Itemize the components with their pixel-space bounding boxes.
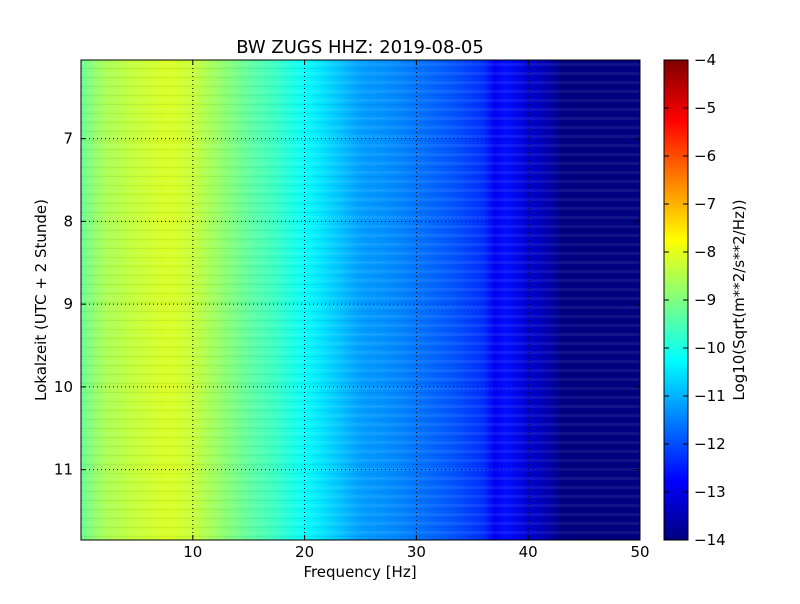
colorbar-tick-label: −14 bbox=[694, 531, 726, 549]
x-tick-label: 30 bbox=[407, 543, 426, 561]
colorbar-tick-label: −13 bbox=[694, 483, 726, 501]
colorbar-tick-label: −5 bbox=[694, 99, 716, 117]
x-tick-label: 40 bbox=[519, 543, 538, 561]
x-axis-ticks: 10 20 30 40 50 bbox=[183, 60, 650, 561]
y-axis-label: Lokalzeit (UTC + 2 Stunde) bbox=[32, 199, 50, 401]
colorbar-tick-label: −8 bbox=[694, 243, 716, 261]
chart-title: BW ZUGS HHZ: 2019-08-05 bbox=[236, 37, 484, 58]
colorbar-tick-label: −9 bbox=[694, 291, 716, 309]
colorbar-tick-label: −6 bbox=[694, 147, 716, 165]
colorbar: −4 −5 −6 −7 −8 −9 −10 −11 −12 −13 −14 Log10(Sqrt(m… bbox=[663, 51, 748, 549]
colorbar-tick-label: −12 bbox=[694, 435, 726, 453]
x-axis-label: Frequency [Hz] bbox=[303, 563, 416, 581]
x-tick-label: 10 bbox=[183, 543, 202, 561]
colorbar-ticks: −4 −5 −6 −7 −8 −9 −10 −11 −12 −13 −14 bbox=[664, 51, 726, 549]
colorbar-label: Log10(Sqrt(m**2/s**2/Hz)) bbox=[730, 199, 748, 400]
y-tick-label: 11 bbox=[54, 461, 73, 479]
y-tick-label: 8 bbox=[63, 212, 73, 230]
y-tick-label: 10 bbox=[54, 378, 73, 396]
colorbar-tick-label: −7 bbox=[694, 195, 716, 213]
x-tick-label: 20 bbox=[295, 543, 314, 561]
y-tick-label: 9 bbox=[63, 295, 73, 313]
colorbar-tick-label: −11 bbox=[694, 387, 726, 405]
y-tick-label: 7 bbox=[63, 130, 73, 148]
colorbar-tick-label: −4 bbox=[694, 51, 716, 69]
colorbar-tick-label: −10 bbox=[694, 339, 726, 357]
x-tick-label: 50 bbox=[630, 543, 649, 561]
y-axis-ticks: 7 8 9 10 11 bbox=[54, 130, 640, 479]
plot-area: 10 20 30 40 50 7 8 9 10 11 bbox=[54, 59, 650, 561]
heatmap-texture bbox=[81, 60, 640, 540]
plot-frame bbox=[80, 59, 641, 541]
grid-lines bbox=[81, 60, 640, 540]
